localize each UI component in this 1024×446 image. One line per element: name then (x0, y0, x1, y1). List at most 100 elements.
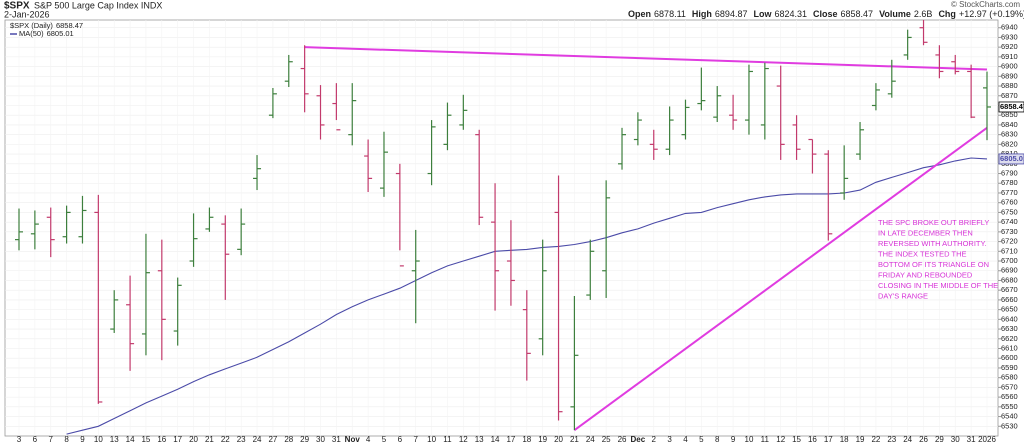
x-tick-label: 22 (871, 435, 880, 444)
x-tick-label: 6 (33, 435, 38, 444)
x-tick-label: 15 (792, 435, 801, 444)
annotation: REVERSED WITH AUTHORITY. (878, 239, 987, 248)
x-tick-label: 14 (491, 435, 500, 444)
x-tick-label: 17 (506, 435, 515, 444)
x-tick-label: 10 (745, 435, 754, 444)
x-tick-label: 23 (237, 435, 246, 444)
y-tick-label: 6790 (1001, 169, 1018, 178)
x-tick-label: 21 (205, 435, 214, 444)
x-tick-label: 20 (554, 435, 563, 444)
y-tick-label: 6590 (1001, 363, 1018, 372)
x-tick-label: 29 (300, 435, 309, 444)
x-tick-label: 26 (618, 435, 627, 444)
x-tick-label: 4 (366, 435, 371, 444)
y-tick-label: 6710 (1001, 246, 1018, 255)
x-tick-label: 4 (683, 435, 688, 444)
y-tick-label: 6670 (1001, 285, 1018, 294)
x-tick-label: 21 (570, 435, 579, 444)
y-tick-label: 6540 (1001, 412, 1018, 421)
y-tick-label: 6750 (1001, 207, 1018, 216)
y-tick-label: 6820 (1001, 139, 1018, 148)
y-tick-label: 6580 (1001, 373, 1018, 382)
x-tick-label: 11 (761, 435, 770, 444)
y-tick-label: 6780 (1001, 178, 1018, 187)
y-tick-label: 6770 (1001, 188, 1018, 197)
x-tick-label: 13 (475, 435, 484, 444)
x-tick-label: 24 (253, 435, 262, 444)
legend-entry: $SPX (Daily) 6858.47 (10, 21, 83, 30)
annotation: FRIDAY AND REBOUNDED (878, 270, 973, 279)
quote-label: Chg (938, 9, 956, 19)
y-tick-label: 6850 (1001, 110, 1018, 119)
price-tag (998, 153, 1024, 165)
x-tick-label: 23 (887, 435, 896, 444)
annotation: THE INDEX TESTED THE (878, 249, 967, 258)
x-tick-label: 13 (110, 435, 119, 444)
x-tick-label: 26 (919, 435, 928, 444)
quote-label: High (692, 9, 712, 19)
price-tag (998, 101, 1024, 113)
y-tick-label: 6680 (1001, 275, 1018, 284)
annotation: THE SPC BROKE OUT BRIEFLY (878, 218, 989, 227)
y-tick-label: 6930 (1001, 32, 1018, 41)
x-tick-label: 25 (602, 435, 611, 444)
y-tick-label: 6920 (1001, 42, 1018, 51)
y-tick-label: 6880 (1001, 81, 1018, 90)
quote-value: +12.97 (+0.19%) (959, 9, 1024, 19)
annotation: BOTTOM OF ITS TRIANGLE ON (878, 260, 989, 269)
x-tick-label: 5 (699, 435, 704, 444)
x-tick-label: 12 (776, 435, 785, 444)
y-tick-label: 6940 (1001, 23, 1018, 32)
x-tick-label: 9 (80, 435, 85, 444)
x-tick-label: 12 (459, 435, 468, 444)
x-tick-label: 7 (413, 435, 418, 444)
legend-name: $SPX (Daily) (10, 21, 53, 30)
y-tick-label: 6610 (1001, 343, 1018, 352)
x-tick-label: 16 (157, 435, 166, 444)
x-tick-label: 27 (268, 435, 277, 444)
price-tag-label: 6805.01 (1000, 154, 1024, 163)
x-tick-label: 6 (398, 435, 403, 444)
y-tick-label: 6560 (1001, 392, 1018, 401)
y-tick-label: 6840 (1001, 120, 1018, 129)
x-tick-label: 11 (443, 435, 452, 444)
x-tick-label: 16 (808, 435, 817, 444)
x-tick-label: 17 (173, 435, 182, 444)
quote: Open 6878.11 High 6894.87 Low 6824.31 Close 685… (628, 9, 1024, 19)
date: 2-Jan-2026 (4, 9, 50, 19)
quote-label: Volume (879, 9, 911, 19)
legend-name: MA(50) (19, 29, 44, 38)
trendline (304, 46, 988, 71)
y-tick-label: 6910 (1001, 52, 1018, 61)
x-tick-label: 20 (189, 435, 198, 444)
x-tick-label: 28 (284, 435, 293, 444)
quote-value: 6858.47 (841, 9, 874, 19)
y-tick-label: 6830 (1001, 130, 1018, 139)
x-tick-label: 10 (94, 435, 103, 444)
quote-label: Close (813, 9, 838, 19)
x-tick-label: 18 (840, 435, 849, 444)
y-tick-label: 6740 (1001, 217, 1018, 226)
annotation: IN LATE DECEMBER THEN (878, 228, 973, 237)
y-tick-label: 6700 (1001, 256, 1018, 265)
y-tick-label: 6650 (1001, 305, 1018, 314)
plot-frame (4, 19, 999, 437)
chart-subtitle: S&P 500 Large Cap Index INDX (34, 0, 162, 10)
x-tick-label: 8 (64, 435, 69, 444)
x-tick-label: 9 (731, 435, 736, 444)
x-tick-label: 19 (538, 435, 547, 444)
x-tick-label: 3 (667, 435, 672, 444)
x-tick-label: 24 (586, 435, 595, 444)
x-tick-label: 31 (332, 435, 341, 444)
x-tick-label: 2 (652, 435, 657, 444)
x-tick-label: 31 (967, 435, 976, 444)
annotation: CLOSING IN THE MIDDLE OF THE (878, 281, 998, 290)
quote-label: Low (753, 9, 772, 19)
y-tick-label: 6890 (1001, 71, 1018, 80)
ma-line (66, 157, 988, 435)
x-tick-label: 17 (824, 435, 833, 444)
x-tick-label: Nov (345, 435, 361, 444)
x-tick-label: 19 (856, 435, 865, 444)
y-tick-label: 6660 (1001, 295, 1018, 304)
